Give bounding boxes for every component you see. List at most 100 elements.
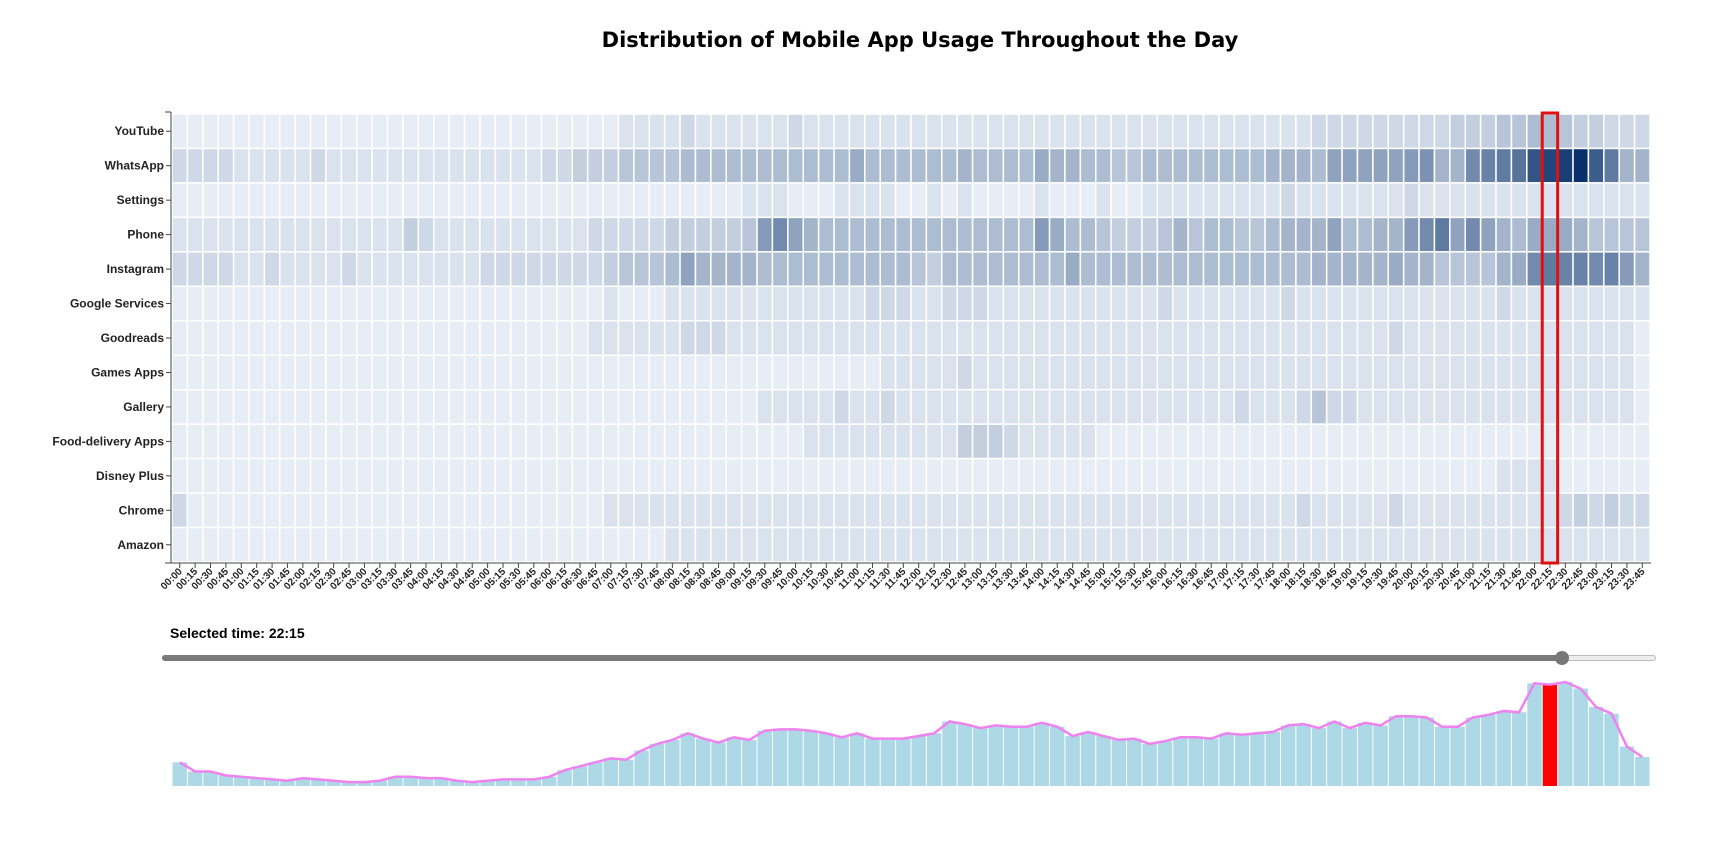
heatmap-cell[interactable] xyxy=(1295,423,1313,460)
heatmap-cell[interactable] xyxy=(279,320,296,356)
heatmap-cell[interactable] xyxy=(248,492,266,529)
heatmap-cell[interactable] xyxy=(879,285,897,322)
heatmap-cell[interactable] xyxy=(356,216,373,253)
heatmap-cell[interactable] xyxy=(1587,216,1605,253)
heatmap-cell[interactable] xyxy=(1372,182,1390,219)
heatmap-cell[interactable] xyxy=(1402,182,1420,219)
heatmap-cell[interactable] xyxy=(1449,113,1466,150)
heatmap-cell[interactable] xyxy=(694,147,712,184)
heatmap-cell[interactable] xyxy=(509,354,527,391)
heatmap-cell[interactable] xyxy=(1002,147,1020,184)
heatmap-cell[interactable] xyxy=(463,216,481,253)
heatmap-cell[interactable] xyxy=(1633,216,1651,253)
heatmap-cell[interactable] xyxy=(648,113,666,150)
heatmap-cell[interactable] xyxy=(1556,113,1574,150)
heatmap-cell[interactable] xyxy=(1125,492,1143,529)
heatmap-cell[interactable] xyxy=(186,526,204,563)
heatmap-cell[interactable] xyxy=(1141,526,1159,563)
usage-bar[interactable] xyxy=(1558,682,1573,786)
heatmap-cell[interactable] xyxy=(1433,285,1451,322)
heatmap-cell[interactable] xyxy=(402,457,420,494)
heatmap-cell[interactable] xyxy=(448,354,466,391)
usage-bar[interactable] xyxy=(618,759,634,786)
heatmap-cell[interactable] xyxy=(694,354,712,391)
heatmap-cell[interactable] xyxy=(186,492,204,529)
heatmap-cell[interactable] xyxy=(448,457,466,494)
usage-bar[interactable] xyxy=(819,733,834,786)
heatmap-cell[interactable] xyxy=(525,113,543,150)
heatmap-cell[interactable] xyxy=(1633,388,1651,425)
heatmap-cell[interactable] xyxy=(663,423,681,460)
heatmap-cell[interactable] xyxy=(571,216,589,253)
heatmap-cell[interactable] xyxy=(894,457,912,494)
heatmap-cell[interactable] xyxy=(202,526,219,563)
heatmap-cell[interactable] xyxy=(771,285,789,322)
heatmap-cell[interactable] xyxy=(1387,320,1405,356)
heatmap-cell[interactable] xyxy=(340,113,358,150)
heatmap-cell[interactable] xyxy=(864,388,881,425)
heatmap-cell[interactable] xyxy=(1156,457,1174,494)
heatmap-cell[interactable] xyxy=(279,147,296,184)
heatmap-cell[interactable] xyxy=(833,423,851,460)
heatmap-cell[interactable] xyxy=(248,354,266,391)
heatmap-cell[interactable] xyxy=(1064,457,1082,494)
heatmap-cell[interactable] xyxy=(171,457,189,494)
heatmap-cell[interactable] xyxy=(556,113,574,150)
heatmap-cell[interactable] xyxy=(648,285,666,322)
usage-bar[interactable] xyxy=(988,725,1003,786)
heatmap-cell[interactable] xyxy=(571,113,589,150)
heatmap-cell[interactable] xyxy=(263,492,281,529)
heatmap-cell[interactable] xyxy=(1418,285,1436,322)
heatmap-cell[interactable] xyxy=(1510,251,1528,288)
heatmap-cell[interactable] xyxy=(663,182,681,219)
heatmap-cell[interactable] xyxy=(1449,457,1466,494)
heatmap-cell[interactable] xyxy=(848,285,866,322)
heatmap-cell[interactable] xyxy=(232,251,250,288)
heatmap-cell[interactable] xyxy=(1279,388,1297,425)
usage-bar[interactable] xyxy=(726,737,742,786)
heatmap-cell[interactable] xyxy=(556,182,574,219)
heatmap-cell[interactable] xyxy=(525,526,543,563)
heatmap-cell[interactable] xyxy=(1310,423,1328,460)
heatmap-cell[interactable] xyxy=(833,113,851,150)
heatmap-cell[interactable] xyxy=(1202,354,1220,391)
heatmap-cell[interactable] xyxy=(1048,216,1066,253)
heatmap-cell[interactable] xyxy=(1618,182,1636,219)
heatmap-cell[interactable] xyxy=(479,182,497,219)
heatmap-cell[interactable] xyxy=(1002,320,1020,356)
heatmap-cell[interactable] xyxy=(910,285,928,322)
heatmap-cell[interactable] xyxy=(1356,492,1374,529)
usage-bar[interactable] xyxy=(1373,725,1388,786)
heatmap-cell[interactable] xyxy=(1387,113,1405,150)
heatmap-cell[interactable] xyxy=(263,388,281,425)
heatmap-cell[interactable] xyxy=(1110,457,1128,494)
heatmap-cell[interactable] xyxy=(1295,526,1313,563)
usage-bar[interactable] xyxy=(1311,728,1327,786)
heatmap-cell[interactable] xyxy=(1341,423,1359,460)
heatmap-cell[interactable] xyxy=(232,216,250,253)
heatmap-cell[interactable] xyxy=(340,388,358,425)
heatmap-cell[interactable] xyxy=(340,492,358,529)
heatmap-cell[interactable] xyxy=(1033,147,1051,184)
heatmap-cell[interactable] xyxy=(386,492,404,529)
heatmap-cell[interactable] xyxy=(663,216,681,253)
heatmap-cell[interactable] xyxy=(1202,147,1220,184)
heatmap-cell[interactable] xyxy=(848,492,866,529)
heatmap-cell[interactable] xyxy=(556,457,574,494)
heatmap-cell[interactable] xyxy=(556,388,574,425)
heatmap-cell[interactable] xyxy=(725,388,743,425)
heatmap-cell[interactable] xyxy=(217,423,235,460)
heatmap-cell[interactable] xyxy=(386,423,404,460)
heatmap-cell[interactable] xyxy=(1325,423,1343,460)
heatmap-cell[interactable] xyxy=(925,113,943,150)
heatmap-cell[interactable] xyxy=(556,423,574,460)
heatmap-cell[interactable] xyxy=(586,216,604,253)
heatmap-cell[interactable] xyxy=(987,354,1005,391)
heatmap-cell[interactable] xyxy=(1510,147,1528,184)
heatmap-cell[interactable] xyxy=(833,457,851,494)
heatmap-cell[interactable] xyxy=(1325,113,1343,150)
heatmap-cell[interactable] xyxy=(171,354,189,391)
heatmap-cell[interactable] xyxy=(987,492,1005,529)
usage-bar[interactable] xyxy=(926,733,942,786)
heatmap-cell[interactable] xyxy=(279,526,296,563)
